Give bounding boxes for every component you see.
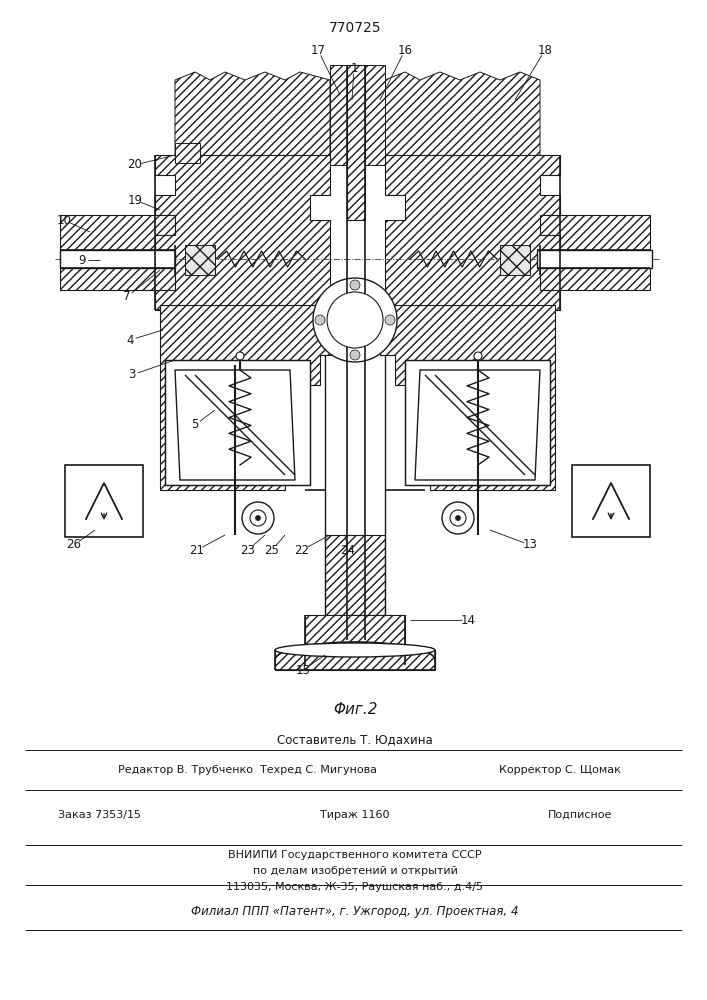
Text: Корректор С. Щомак: Корректор С. Щомак [499, 765, 621, 775]
Text: 22: 22 [295, 544, 310, 556]
Text: Φиг.2: Φиг.2 [333, 702, 378, 718]
Circle shape [474, 352, 482, 360]
Bar [537, 250, 652, 268]
Text: 770725: 770725 [329, 21, 381, 35]
Polygon shape [385, 155, 560, 310]
Polygon shape [165, 360, 310, 485]
Polygon shape [175, 72, 330, 165]
Text: 24: 24 [341, 544, 356, 556]
Text: 4: 4 [127, 334, 134, 347]
Circle shape [442, 502, 474, 534]
Text: 113035, Москва, Ж-35, Раушская наб., д.4/5: 113035, Москва, Ж-35, Раушская наб., д.4… [226, 882, 484, 892]
Circle shape [455, 516, 460, 520]
Bar [65, 465, 143, 537]
Text: Заказ 7353/15: Заказ 7353/15 [59, 810, 141, 820]
Text: 21: 21 [189, 544, 204, 556]
Bar [275, 650, 435, 670]
Polygon shape [500, 245, 530, 275]
Text: 10: 10 [57, 214, 71, 227]
Polygon shape [175, 370, 295, 480]
Circle shape [350, 280, 360, 290]
Circle shape [242, 502, 274, 534]
Text: ВНИИПИ Государственного комитета СССР: ВНИИПИ Государственного комитета СССР [228, 850, 481, 860]
Circle shape [327, 292, 383, 348]
Text: 26: 26 [66, 538, 81, 552]
Bar [175, 143, 200, 163]
Text: Составитель Т. Юдахина: Составитель Т. Юдахина [277, 734, 433, 746]
Text: 14: 14 [460, 613, 476, 626]
Bar [305, 615, 405, 665]
Bar [572, 465, 650, 537]
Text: 15: 15 [296, 664, 310, 676]
Circle shape [350, 350, 360, 360]
Polygon shape [185, 245, 215, 275]
Circle shape [315, 315, 325, 325]
Text: 20: 20 [127, 158, 142, 172]
Bar [60, 250, 175, 268]
Text: 19: 19 [127, 194, 143, 207]
Text: 23: 23 [240, 544, 255, 556]
Circle shape [250, 510, 266, 526]
Text: 7: 7 [123, 290, 131, 304]
Bar [325, 535, 385, 615]
Text: 1: 1 [350, 62, 358, 75]
Polygon shape [405, 360, 550, 485]
Text: 13: 13 [522, 538, 537, 552]
Text: Подписное: Подписное [548, 810, 612, 820]
Text: 17: 17 [310, 43, 325, 56]
Ellipse shape [275, 643, 435, 657]
Circle shape [236, 352, 244, 360]
Text: 16: 16 [397, 43, 412, 56]
Bar [330, 65, 385, 165]
Polygon shape [540, 215, 650, 290]
Circle shape [255, 516, 260, 520]
Text: Филиал ППП «Патент», г. Ужгород, ул. Проектная, 4: Филиал ППП «Патент», г. Ужгород, ул. Про… [192, 906, 519, 918]
Text: по делам изобретений и открытий: по делам изобретений и открытий [252, 866, 457, 876]
Text: Редактор В. Трубченко  Техред С. Мигунова: Редактор В. Трубченко Техред С. Мигунова [119, 765, 378, 775]
Polygon shape [60, 215, 175, 290]
Text: 25: 25 [264, 544, 279, 556]
Text: 3: 3 [128, 368, 136, 381]
Polygon shape [385, 72, 540, 165]
Polygon shape [160, 305, 335, 490]
Circle shape [385, 315, 395, 325]
Text: 9: 9 [78, 253, 86, 266]
Text: 5: 5 [192, 418, 199, 432]
Circle shape [313, 278, 397, 362]
Polygon shape [380, 305, 555, 490]
Bar [347, 65, 365, 220]
Text: 18: 18 [537, 43, 552, 56]
Polygon shape [155, 155, 330, 310]
Text: Тираж 1160: Тираж 1160 [320, 810, 390, 820]
Polygon shape [415, 370, 540, 480]
Circle shape [450, 510, 466, 526]
